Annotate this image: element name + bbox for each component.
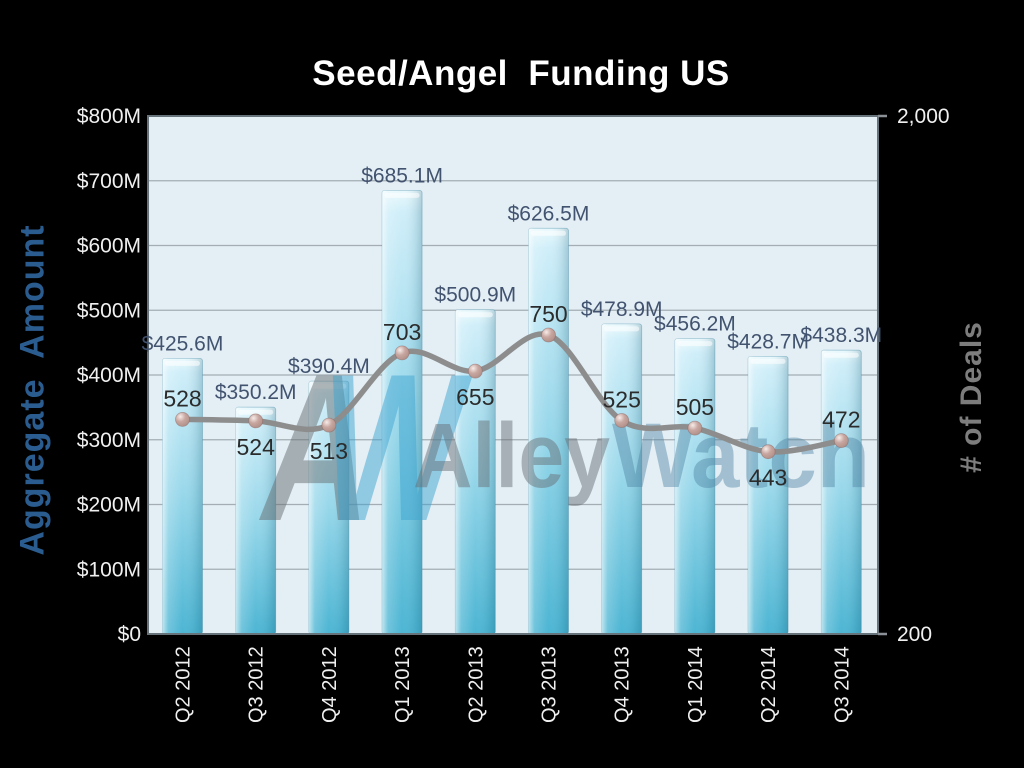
bar-value-label: $438.3M bbox=[800, 324, 882, 347]
x-axis-label-q1-2013: Q1 2013 bbox=[392, 646, 414, 723]
bar-q4-2013 bbox=[601, 323, 643, 635]
line-marker-q4-2013 bbox=[614, 413, 630, 428]
deals-value-label: 703 bbox=[383, 319, 421, 345]
bar-value-label: $500.9M bbox=[434, 284, 516, 307]
bar-value-label: $685.1M bbox=[361, 164, 443, 187]
left-axis-tick-label: $800M bbox=[77, 105, 141, 128]
line-marker-q2-2014 bbox=[760, 444, 776, 460]
plot-border bbox=[147, 115, 879, 635]
bar-q3-2014 bbox=[820, 349, 862, 635]
deals-value-label: 513 bbox=[310, 438, 348, 464]
bar-q3-2013 bbox=[528, 227, 569, 635]
line-marker-q3-2013 bbox=[541, 327, 556, 343]
deals-value-label: 472 bbox=[822, 407, 860, 433]
x-axis-label-q4-2012: Q4 2012 bbox=[319, 646, 341, 723]
x-axis-label-q3-2014: Q3 2014 bbox=[831, 646, 853, 723]
bar-value-label: $428.7M bbox=[727, 330, 809, 353]
bar-q3-2012 bbox=[235, 406, 277, 635]
x-axis-label-q4-2013: Q4 2013 bbox=[612, 646, 634, 723]
line-marker-q3-2012 bbox=[248, 413, 264, 429]
left-axis-tick-label: $600M bbox=[77, 235, 141, 258]
x-axis-label-q2-2014: Q2 2014 bbox=[758, 646, 780, 723]
left-axis-tick-label: $0 bbox=[118, 623, 141, 646]
left-axis-tick-label: $500M bbox=[77, 299, 141, 322]
watermark-text-watch: Watch bbox=[612, 405, 870, 507]
left-axis-tick-label: $700M bbox=[77, 170, 141, 193]
bar-q1-2014 bbox=[674, 338, 716, 635]
deals-value-label: 524 bbox=[237, 434, 276, 460]
line-marker-q2-2012 bbox=[175, 411, 190, 427]
deals-line bbox=[179, 331, 845, 455]
right-axis-tick-label: 2,000 bbox=[897, 105, 950, 128]
line-marker-q1-2014 bbox=[687, 420, 703, 436]
watermark-logo-w-icon: W bbox=[322, 330, 473, 565]
bar-value-label: $478.9M bbox=[581, 298, 663, 321]
right-axis-tick-label: 200 bbox=[897, 623, 932, 646]
deals-value-label: 655 bbox=[456, 384, 494, 410]
bar-value-label: $350.2M bbox=[215, 381, 297, 404]
bar-value-label: $390.4M bbox=[288, 355, 370, 378]
chart-title: Seed/Angel Funding US bbox=[312, 54, 730, 93]
bar-q2-2014 bbox=[747, 355, 789, 635]
bar-value-label: $626.5M bbox=[508, 202, 590, 225]
deals-value-label: 525 bbox=[603, 387, 641, 413]
left-axis-tick-label: $300M bbox=[77, 429, 141, 452]
deals-value-label: 528 bbox=[163, 385, 201, 411]
left-axis-tick-label: $400M bbox=[77, 364, 141, 387]
deals-value-label: 505 bbox=[676, 394, 714, 420]
deals-value-label: 443 bbox=[749, 465, 787, 491]
deals-value-label: 750 bbox=[529, 301, 567, 327]
x-axis-label-q2-2012: Q2 2012 bbox=[173, 646, 195, 723]
x-axis-label-q3-2013: Q3 2013 bbox=[539, 646, 561, 723]
x-axis-label-q1-2014: Q1 2014 bbox=[685, 646, 707, 723]
left-axis-tick-label: $200M bbox=[77, 494, 141, 517]
bar-q4-2012 bbox=[308, 380, 350, 635]
x-axis-label-q3-2012: Q3 2012 bbox=[246, 646, 268, 723]
line-marker-q4-2012 bbox=[321, 417, 337, 433]
bar-q2-2013 bbox=[454, 309, 496, 635]
line-marker-q2-2013 bbox=[467, 363, 483, 379]
bar-value-label: $456.2M bbox=[654, 313, 736, 336]
watermark-text-alley: Alley bbox=[413, 405, 610, 507]
watermark-logo-a-icon: A bbox=[258, 330, 370, 565]
line-marker-q1-2013 bbox=[394, 345, 410, 361]
x-axis-label-q2-2013: Q2 2013 bbox=[465, 646, 487, 723]
line-marker-q3-2014 bbox=[833, 433, 849, 449]
bar-value-label: $425.6M bbox=[142, 332, 224, 355]
left-axis-tick-label: $100M bbox=[77, 558, 141, 581]
